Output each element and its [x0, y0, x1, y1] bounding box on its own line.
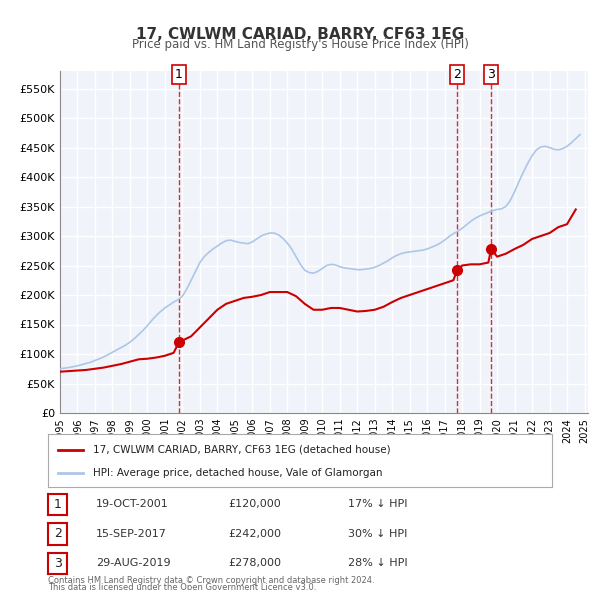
Text: 28% ↓ HPI: 28% ↓ HPI: [348, 559, 407, 568]
Text: 19-OCT-2001: 19-OCT-2001: [96, 500, 169, 509]
Text: 2: 2: [453, 68, 461, 81]
Text: This data is licensed under the Open Government Licence v3.0.: This data is licensed under the Open Gov…: [48, 584, 316, 590]
Text: £242,000: £242,000: [228, 529, 281, 539]
Text: HPI: Average price, detached house, Vale of Glamorgan: HPI: Average price, detached house, Vale…: [94, 468, 383, 478]
Text: 3: 3: [487, 68, 495, 81]
Text: 29-AUG-2019: 29-AUG-2019: [96, 559, 170, 568]
Text: £120,000: £120,000: [228, 500, 281, 509]
Text: £278,000: £278,000: [228, 559, 281, 568]
Text: 17% ↓ HPI: 17% ↓ HPI: [348, 500, 407, 509]
Text: 15-SEP-2017: 15-SEP-2017: [96, 529, 167, 539]
Text: Price paid vs. HM Land Registry's House Price Index (HPI): Price paid vs. HM Land Registry's House …: [131, 38, 469, 51]
Text: 1: 1: [53, 498, 62, 511]
Text: 30% ↓ HPI: 30% ↓ HPI: [348, 529, 407, 539]
Text: 17, CWLWM CARIAD, BARRY, CF63 1EG (detached house): 17, CWLWM CARIAD, BARRY, CF63 1EG (detac…: [94, 445, 391, 454]
Text: 2: 2: [53, 527, 62, 540]
Text: 1: 1: [175, 68, 183, 81]
Text: 3: 3: [53, 557, 62, 570]
Text: 17, CWLWM CARIAD, BARRY, CF63 1EG: 17, CWLWM CARIAD, BARRY, CF63 1EG: [136, 27, 464, 41]
Text: Contains HM Land Registry data © Crown copyright and database right 2024.: Contains HM Land Registry data © Crown c…: [48, 576, 374, 585]
